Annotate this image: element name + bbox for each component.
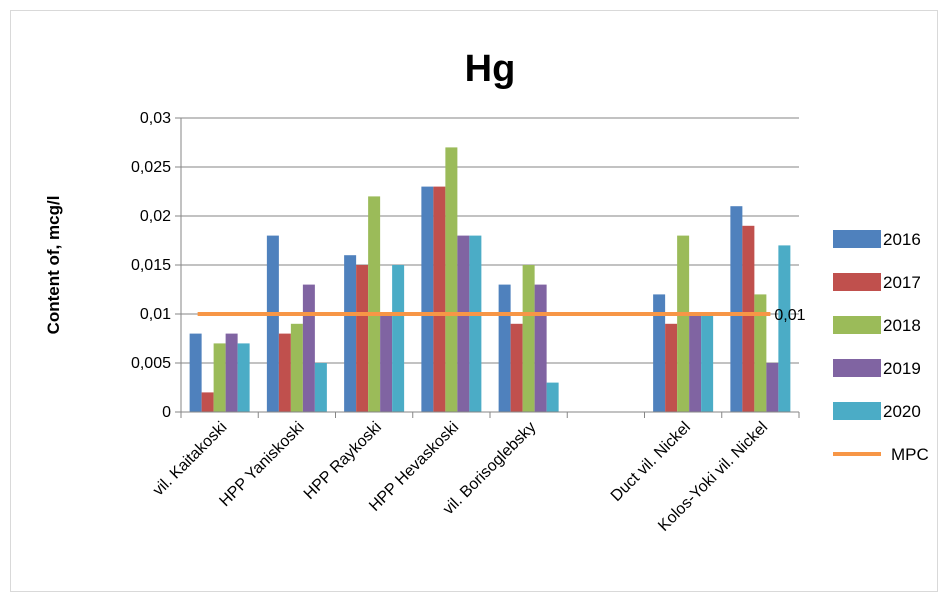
x-tick-label: vil. Kaitakoski	[150, 419, 231, 500]
bar	[421, 186, 434, 412]
y-tick-label: 0,005	[131, 355, 171, 372]
y-tick-label: 0	[162, 404, 171, 421]
bar	[445, 147, 458, 412]
legend-label: 2020	[883, 402, 921, 421]
bar	[534, 284, 547, 412]
y-tick-label: 0,02	[140, 208, 171, 225]
x-tick-label: Duct vil. Nickel	[608, 419, 694, 505]
x-tick-label: HPP Yaniskoski	[216, 419, 307, 510]
y-tick-label: 0,025	[131, 159, 171, 176]
bar	[290, 323, 303, 412]
y-axis-label: Content of, mcg/l	[44, 196, 63, 335]
bar	[766, 363, 779, 412]
bar	[201, 392, 214, 412]
legend-swatch	[833, 402, 881, 420]
bar	[213, 343, 226, 412]
y-tick-label: 0,015	[131, 257, 171, 274]
legend-label: 2019	[883, 359, 921, 378]
bar	[742, 225, 755, 412]
y-tick-label: 0,03	[140, 110, 171, 127]
bar	[278, 333, 291, 412]
bar	[356, 265, 369, 412]
legend-label: 2018	[883, 316, 921, 335]
chart-svg: Hg Content of, mcg/l 0,01 0 0,005 0,01 0,01…	[44, 48, 929, 535]
legend-label: 2016	[883, 230, 921, 249]
bar	[225, 333, 238, 412]
legend-label: MPC	[891, 445, 929, 464]
bar	[546, 382, 559, 412]
bar	[368, 196, 381, 412]
bar	[344, 255, 357, 412]
bar	[665, 323, 678, 412]
y-tick-label: 0,01	[140, 306, 171, 323]
bar	[754, 294, 767, 412]
bar	[314, 363, 327, 412]
bars	[189, 147, 791, 412]
bar	[380, 314, 393, 412]
bar	[266, 235, 279, 412]
legend-label: 2017	[883, 273, 921, 292]
mpc-value-label: 0,01	[774, 307, 805, 324]
bar	[778, 245, 791, 412]
bar	[510, 323, 523, 412]
reference-line-group: 0,01	[197, 307, 806, 324]
bar	[237, 343, 250, 412]
bar	[189, 333, 202, 412]
legend-swatch	[833, 273, 881, 291]
bar	[677, 235, 690, 412]
bar	[701, 314, 714, 412]
bar	[730, 206, 743, 412]
bar	[392, 265, 405, 412]
legend-swatch	[833, 316, 881, 334]
chart-title: Hg	[465, 48, 516, 90]
bar	[457, 235, 470, 412]
x-tick-label: HPP Raykoski	[301, 419, 385, 503]
bar	[653, 294, 666, 412]
bar	[302, 284, 315, 412]
bar	[689, 314, 702, 412]
legend-swatch	[833, 359, 881, 377]
bar	[433, 186, 446, 412]
legend-swatch	[833, 230, 881, 248]
bar	[498, 284, 511, 412]
legend: 2016 2017 2018 2019 2020 MPC	[833, 230, 929, 464]
bar	[522, 265, 535, 412]
bar	[469, 235, 482, 412]
chart-frame: Hg Content of, mcg/l 0,01 0 0,005 0,01 0,01…	[10, 10, 938, 592]
